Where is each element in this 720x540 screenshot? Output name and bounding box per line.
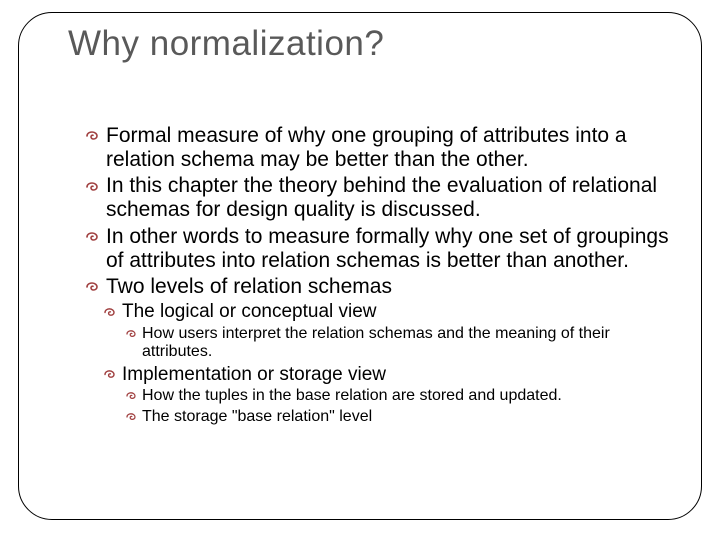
bullet-level2: Implementation or storage view [104,364,680,386]
slide-body: Formal measure of why one grouping of at… [86,124,680,428]
slide-frame: Why normalization? Formal measure of why… [0,0,720,540]
bullet-level1: Two levels of relation schemas [86,275,680,299]
bullet-level3: The storage "base relation" level [126,408,680,426]
slide-title: Why normalization? [68,24,384,64]
bullet-level1: Formal measure of why one grouping of at… [86,124,680,172]
bullet-level3: How users interpret the relation schemas… [126,325,680,362]
bullet-level1: In other words to measure formally why o… [86,225,680,273]
bullet-level1: In this chapter the theory behind the ev… [86,174,680,222]
bullet-level2: The logical or conceptual view [104,301,680,323]
bullet-level3: How the tuples in the base relation are … [126,387,680,405]
